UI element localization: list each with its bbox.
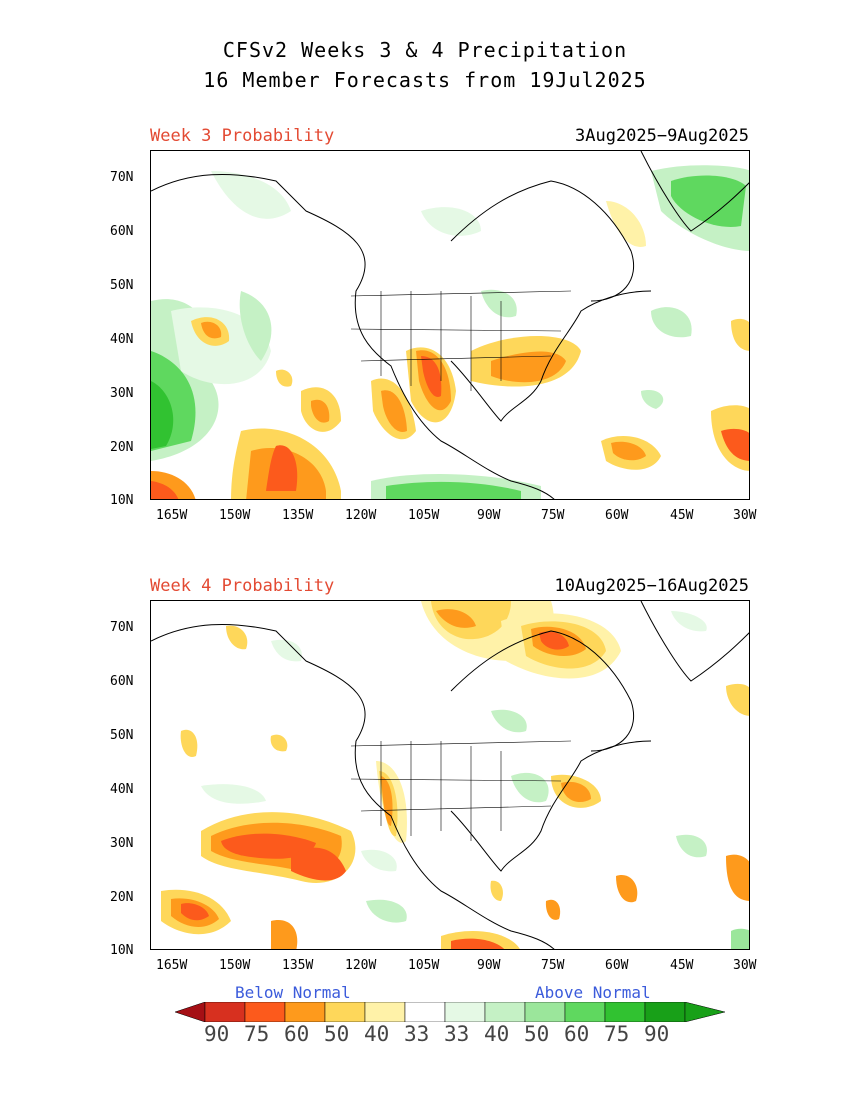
chart-title-line1: CFSv2 Weeks 3 & 4 Precipitation: [222, 38, 628, 62]
legend-value: 33: [404, 1022, 430, 1046]
legend-value: 50: [324, 1022, 350, 1046]
week3-state-borders: [350, 290, 572, 391]
lat-tick: 40N: [110, 782, 134, 797]
week4-state-borders: [350, 740, 572, 841]
week4-coastline: [151, 623, 555, 949]
legend-value: 75: [604, 1022, 630, 1046]
lat-tick: 20N: [110, 440, 134, 455]
week4-map: [150, 600, 750, 950]
lon-tick: 60W: [605, 958, 629, 973]
legend-value: 75: [244, 1022, 270, 1046]
legend-value: 60: [564, 1022, 590, 1046]
legend-colorbar: [175, 1002, 725, 1022]
lat-tick: 70N: [110, 170, 134, 185]
chart-title-line2: 16 Member Forecasts from 19Jul2025: [203, 68, 647, 92]
legend-value: 40: [364, 1022, 390, 1046]
lon-tick: 150W: [219, 508, 251, 523]
legend-value: 33: [444, 1022, 470, 1046]
week4-below-normal-areas: [161, 601, 749, 949]
panel2-label: Week 4 Probability: [150, 576, 335, 596]
lat-tick: 10N: [110, 493, 134, 508]
week3-map: [150, 150, 750, 500]
lon-tick: 90W: [477, 958, 501, 973]
lat-tick: 60N: [110, 674, 134, 689]
legend-below-normal-label: Below Normal: [235, 983, 351, 1002]
panel1-label: Week 3 Probability: [150, 126, 335, 146]
lat-tick: 20N: [110, 890, 134, 905]
lon-tick: 165W: [156, 508, 188, 523]
legend-value: 50: [524, 1022, 550, 1046]
legend-value: 60: [284, 1022, 310, 1046]
week3-coastline: [151, 173, 555, 499]
week3-below-normal-areas: [151, 201, 749, 499]
week4-above-normal-areas: [201, 611, 749, 949]
lon-tick: 30W: [733, 508, 757, 523]
lon-tick: 105W: [408, 508, 440, 523]
lat-tick: 40N: [110, 332, 134, 347]
panel2-dates: 10Aug2025−16Aug2025: [554, 576, 749, 596]
lon-tick: 165W: [156, 958, 188, 973]
legend-value: 40: [484, 1022, 510, 1046]
lat-tick: 10N: [110, 943, 134, 958]
lon-tick: 45W: [670, 508, 694, 523]
lon-tick: 120W: [345, 958, 377, 973]
lon-tick: 75W: [541, 508, 565, 523]
lon-tick: 30W: [733, 958, 757, 973]
lat-tick: 50N: [110, 278, 134, 293]
lat-tick: 30N: [110, 386, 134, 401]
lon-tick: 75W: [541, 958, 565, 973]
lon-tick: 120W: [345, 508, 377, 523]
lon-tick: 105W: [408, 958, 440, 973]
legend-value: 90: [204, 1022, 230, 1046]
lon-tick: 150W: [219, 958, 251, 973]
lat-tick: 60N: [110, 224, 134, 239]
lon-tick: 60W: [605, 508, 629, 523]
week3-map-fields: [151, 151, 749, 499]
week4-map-fields: [151, 601, 749, 949]
lon-tick: 135W: [282, 958, 314, 973]
lat-tick: 50N: [110, 728, 134, 743]
lon-tick: 45W: [670, 958, 694, 973]
lon-tick: 90W: [477, 508, 501, 523]
legend-value: 90: [644, 1022, 670, 1046]
lat-tick: 70N: [110, 620, 134, 635]
lon-tick: 135W: [282, 508, 314, 523]
panel1-dates: 3Aug2025−9Aug2025: [575, 126, 749, 146]
legend-above-normal-label: Above Normal: [535, 983, 651, 1002]
lat-tick: 30N: [110, 836, 134, 851]
